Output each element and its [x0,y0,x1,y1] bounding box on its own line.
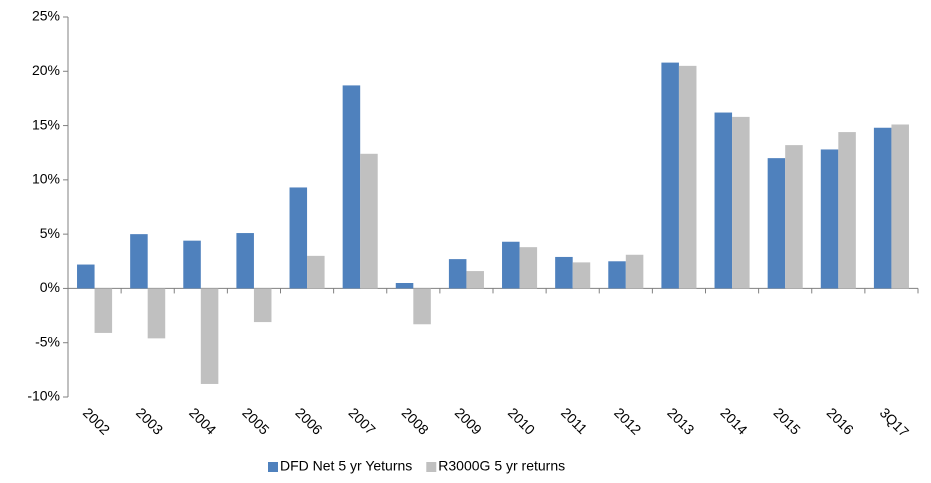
bar [183,240,201,289]
bar [77,264,95,289]
bar [289,187,308,289]
bar [767,158,786,289]
bar [820,149,839,289]
bar [253,288,272,323]
legend-label: R3000G 5 yr returns [438,458,565,474]
bar [342,85,361,289]
x-tick-label: 2002 [80,404,113,437]
bar [395,283,414,289]
x-tick-label: 2004 [186,404,219,437]
y-tick-label: 10% [32,171,60,187]
x-tick-label: 3Q17 [877,404,913,440]
bar [732,116,750,289]
bar [891,124,909,289]
y-tick-label: 15% [32,116,60,132]
bar [873,127,892,289]
x-tick-label: 2015 [770,404,803,437]
x-tick-label: 2006 [292,404,325,437]
y-tick-label: -5% [35,333,60,349]
bar [572,262,591,289]
bar [625,254,644,289]
bar [94,288,113,333]
bar [714,112,733,289]
y-tick-label: 25% [32,8,60,24]
x-tick-label: 2009 [452,404,485,437]
bar [413,288,431,325]
legend-swatch [426,462,437,472]
bar [130,234,148,289]
bar [307,255,325,289]
x-tick-label: 2008 [399,404,432,437]
bar [147,288,166,339]
x-tick-label: 2010 [505,404,538,437]
bar [555,256,573,289]
bar [785,145,803,289]
x-tick-label: 2014 [717,404,750,437]
legend-swatch [268,462,278,472]
bar [608,261,626,289]
x-tick-label: 2012 [611,404,644,437]
x-tick-label: 2007 [345,404,378,437]
y-tick-label: 0% [40,279,60,295]
bar [236,233,254,289]
bar [838,132,856,289]
legend-label: DFD Net 5 yr Yeturns [280,458,412,474]
x-tick-label: 2013 [664,404,697,437]
x-tick-label: 2011 [558,404,591,437]
bar [678,65,697,289]
x-tick-label: 2005 [239,404,272,437]
y-tick-label: 5% [40,225,60,241]
bar [661,62,679,289]
y-tick-label: 20% [32,62,60,78]
bar [502,241,520,289]
y-tick-label: -10% [27,388,60,404]
bar [448,259,467,289]
bar [200,288,219,384]
x-tick-label: 2016 [824,404,857,437]
bar [519,247,538,289]
bar [466,271,484,289]
x-tick-label: 2003 [133,404,166,437]
bar [360,153,378,289]
